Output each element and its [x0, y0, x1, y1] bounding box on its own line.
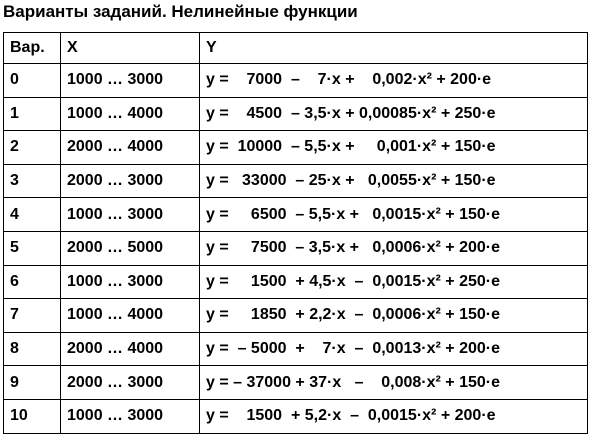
cell: y = 7500 – 3,5·x + 0,0006·x² + 200·e — [199, 230, 588, 266]
header-cell: Вар. — [3, 32, 61, 64]
title: Варианты заданий. Нелинейные функции — [3, 2, 358, 21]
cell: 1000 … 4000 — [60, 96, 200, 132]
header-row: Вар. X Y — [3, 32, 588, 64]
header-cell: X — [60, 32, 200, 64]
cell: 8 — [3, 331, 61, 367]
row: 10 1000 … 3000 y = 1500 + 5,2·x – 0,0015·x… — [3, 398, 588, 434]
cell: y = 7000 – 7·x + 0,002·x² + 200·e — [199, 63, 588, 98]
cell: 1 — [3, 96, 61, 132]
cell: 10 — [3, 398, 61, 434]
variants-table: Вар. X Y 0 1000 … 3000 y = 7000 – 7·x + 0,002… — [3, 32, 588, 434]
row: 7 1000 … 4000 y = 1850 + 2,2·x – 0,0006·x²… — [3, 298, 588, 333]
cell: 2000 … 4000 — [60, 331, 200, 367]
cell: 3 — [3, 163, 61, 199]
cell: 9 — [3, 365, 61, 400]
row: 8 2000 … 4000 y = – 5000 + 7·x – 0,0013·x²… — [3, 331, 588, 367]
header-cell: Y — [199, 32, 588, 64]
cell: 2000 … 5000 — [60, 230, 200, 266]
cell: y = 10000 – 5,5·x + 0,001·x² + 150·e — [199, 130, 588, 165]
row: 2 2000 … 4000 y = 10000 – 5,5·x + 0,001·x²… — [3, 130, 588, 165]
cell: 2 — [3, 130, 61, 165]
cell: 0 — [3, 63, 61, 98]
cell: 1000 … 3000 — [60, 398, 200, 434]
cell: 2000 … 3000 — [60, 163, 200, 199]
cell: 2000 … 4000 — [60, 130, 200, 165]
row: 1 1000 … 4000 y = 4500 – 3,5·x + 0,00085·x… — [3, 96, 588, 132]
cell: y = 6500 – 5,5·x + 0,0015·x² + 150·e — [199, 197, 588, 232]
cell: y = – 5000 + 7·x – 0,0013·x² + 200·e — [199, 331, 588, 367]
row: 3 2000 … 3000 y = 33000 – 25·x + 0,0055·x²… — [3, 163, 588, 199]
row: 5 2000 … 5000 y = 7500 – 3,5·x + 0,0006·x²… — [3, 230, 588, 266]
cell: 1000 … 4000 — [60, 298, 200, 333]
cell: y = 4500 – 3,5·x + 0,00085·x² + 250·e — [199, 96, 588, 132]
row: 6 1000 … 3000 y = 1500 + 4,5·x – 0,0015·x²… — [3, 264, 588, 300]
cell: 1000 … 3000 — [60, 264, 200, 300]
row: 0 1000 … 3000 y = 7000 – 7·x + 0,002·x² + … — [3, 63, 588, 98]
cell: 1000 … 3000 — [60, 197, 200, 232]
row: 4 1000 … 3000 y = 6500 – 5,5·x + 0,0015·x²… — [3, 197, 588, 232]
cell: 5 — [3, 230, 61, 266]
cell: 6 — [3, 264, 61, 300]
cell: y = 1500 + 5,2·x – 0,0015·x² + 200·e — [199, 398, 588, 434]
cell: y = – 37000 + 37·x – 0,008·x² + 150·e — [199, 365, 588, 400]
cell: 7 — [3, 298, 61, 333]
cell: y = 1500 + 4,5·x – 0,0015·x² + 250·e — [199, 264, 588, 300]
cell: 2000 … 3000 — [60, 365, 200, 400]
cell: 1000 … 3000 — [60, 63, 200, 98]
cell: 4 — [3, 197, 61, 232]
row: 9 2000 … 3000 y = – 37000 + 37·x – 0,008·x… — [3, 365, 588, 400]
cell: y = 1850 + 2,2·x – 0,0006·x² + 150·e — [199, 298, 588, 333]
cell: y = 33000 – 25·x + 0,0055·x² + 150·e — [199, 163, 588, 199]
